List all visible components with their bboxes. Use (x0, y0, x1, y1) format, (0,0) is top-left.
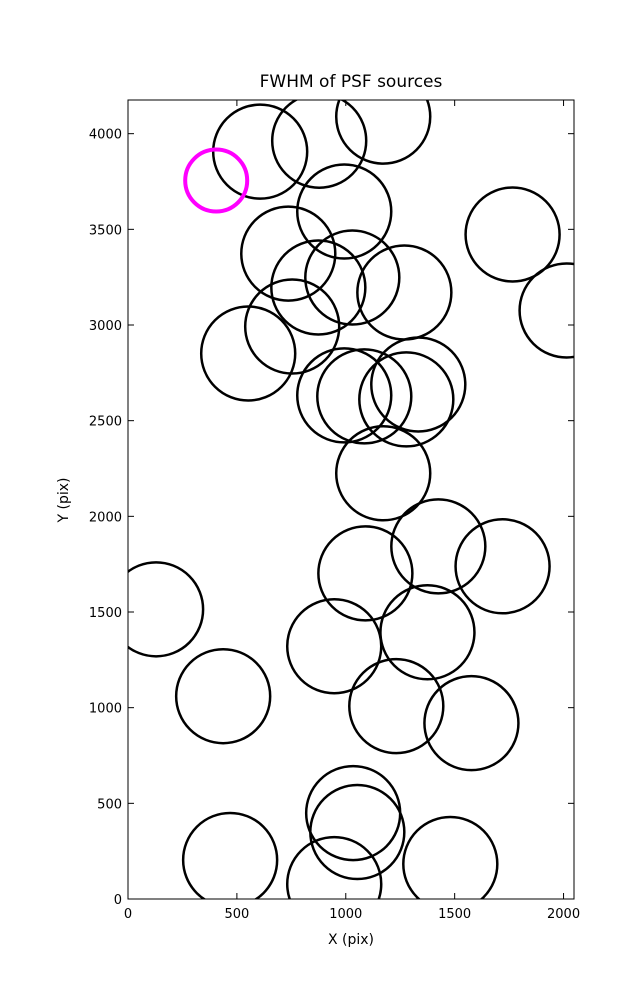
source-circle (454, 518, 551, 615)
source-circle (334, 100, 432, 165)
source-circle (356, 244, 453, 341)
chart-title: FWHM of PSF sources (260, 72, 443, 92)
source-circle (199, 305, 297, 402)
x-tick-label: 500 (224, 907, 249, 922)
source-circle (304, 764, 402, 862)
source-circle (334, 425, 432, 522)
x-tick-label: 0 (124, 907, 132, 922)
source-circle (316, 348, 413, 445)
source-circle (518, 262, 574, 359)
source-circle (183, 147, 250, 214)
source-circle (285, 598, 383, 695)
x-tick-label: 2000 (547, 907, 580, 922)
source-circle (464, 186, 561, 283)
plot-area (128, 100, 574, 899)
source-circle (243, 278, 341, 375)
y-axis-label: Y (pix) (56, 478, 72, 524)
y-tick-label: 3000 (89, 319, 122, 334)
source-circle (270, 239, 367, 336)
source-circle (304, 229, 401, 326)
source-circle (174, 647, 272, 745)
y-tick-label: 0 (114, 893, 122, 908)
source-circle (358, 351, 455, 448)
y-tick-label: 500 (97, 797, 122, 812)
source-circle (295, 163, 393, 260)
source-circle (309, 783, 406, 881)
y-tick-label: 1500 (89, 606, 122, 621)
source-circle (348, 657, 445, 755)
y-tick-label: 1000 (89, 702, 122, 717)
source-circle (270, 100, 368, 189)
source-circle (390, 498, 487, 595)
source-circle (181, 811, 279, 899)
y-tick-label: 4000 (89, 128, 122, 143)
source-circle (423, 674, 520, 772)
source-circle (379, 584, 476, 681)
x-axis-label: X (pix) (328, 932, 374, 948)
source-circle (295, 347, 393, 444)
source-circle (370, 336, 467, 433)
plot-frame (127, 99, 575, 900)
source-circle (128, 561, 205, 658)
source-circle (240, 205, 337, 302)
y-tick-label: 2500 (89, 415, 122, 430)
x-tick-label: 1000 (329, 907, 362, 922)
source-circle (285, 835, 383, 899)
source-circle (317, 525, 414, 622)
y-tick-label: 3500 (89, 223, 122, 238)
source-circle (402, 815, 499, 899)
x-tick-label: 1500 (438, 907, 471, 922)
y-tick-label: 2000 (89, 510, 122, 525)
